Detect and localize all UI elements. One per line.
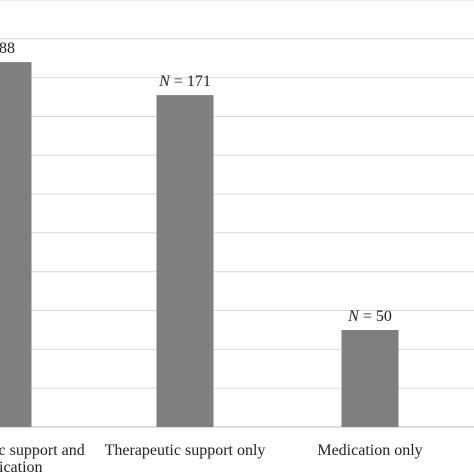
data-label-0: 188 [0, 40, 15, 57]
category-label-2: Medication only [317, 442, 422, 459]
category-label-1: Therapeutic support only [105, 442, 266, 459]
data-label-1: N = 171 [158, 73, 211, 90]
data-label-2: N = 50 [347, 308, 392, 325]
bar-2 [341, 330, 399, 427]
bar-1 [156, 95, 214, 427]
category-label-0: Therapeutic support andmedication [0, 442, 85, 474]
bars [0, 62, 399, 427]
data-labels: 188 N = 171 N = 50 [0, 40, 392, 325]
bar-0 [0, 62, 32, 427]
category-tick-labels: Therapeutic support andmedication Therape… [0, 442, 423, 474]
gridlines [0, 0, 474, 428]
